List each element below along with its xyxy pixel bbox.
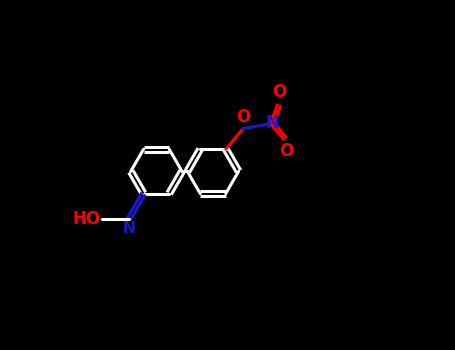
Text: N: N — [265, 114, 279, 132]
Text: N: N — [122, 220, 135, 236]
Text: O: O — [272, 83, 286, 101]
Text: O: O — [236, 108, 250, 126]
Text: O: O — [279, 142, 294, 160]
Text: HO: HO — [72, 210, 101, 228]
